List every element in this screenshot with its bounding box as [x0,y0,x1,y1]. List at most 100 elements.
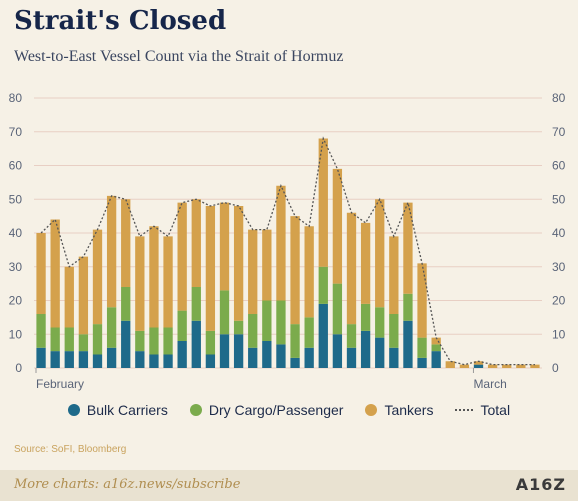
bar-tankers [431,337,441,345]
legend-swatch-tankers [365,404,378,416]
bar-bulk [389,347,399,368]
bar-bulk [431,351,441,368]
bar-bulk [473,364,484,368]
total-line [40,136,535,366]
bar-bulk [163,354,173,368]
bar-bulk [233,334,244,368]
y-tick-label-right: 70 [552,125,566,139]
bar-bulk [78,351,89,368]
y-tick-label-right: 10 [552,327,566,341]
y-tick-label-left: 70 [9,125,23,139]
legend-swatch-bulk [67,404,80,416]
bar-tankers [360,222,371,304]
bar-tankers [205,206,216,331]
bar-dry [304,317,314,348]
bar-tankers [276,185,286,301]
bar-tankers [530,364,540,368]
bar-tankers [50,219,60,328]
bar-tankers [219,202,230,291]
bar-tankers [346,212,357,325]
bar-bulk [106,347,117,368]
bar-dry [163,327,173,355]
bar-dry [375,307,385,338]
legend-item-dry: Dry Cargo/Passenger [189,402,344,418]
bar-bulk [290,357,300,368]
bar-bulk [360,330,371,368]
bar-dry [92,324,103,355]
legend-item-total: Total [455,402,510,418]
bar-dry [106,307,117,348]
bar-bulk [332,334,343,368]
bar-tankers [78,256,89,335]
bar-dry [177,310,187,341]
bar-tankers [445,361,455,368]
y-tick-label-right: 40 [552,226,566,240]
bar-bulk [36,347,46,368]
bar-bulk [149,354,159,368]
bar-tankers [177,202,187,311]
bar-bulk [318,303,328,368]
bar-tankers [332,168,343,284]
bar-dry [36,314,46,348]
bar-tankers [191,199,201,287]
bar-bulk [191,320,201,368]
bar-tankers [121,199,131,287]
bar-tankers [290,216,300,325]
bar-tankers [459,364,470,368]
bar-bulk [92,354,103,368]
bar-tankers [417,263,427,338]
bar-dry [431,344,441,352]
bar-dry [389,314,399,348]
y-tick-label-right: 30 [552,260,566,274]
bar-bulk [262,341,272,368]
bar-tankers [135,236,145,331]
legend-item-tankers: Tankers [365,402,433,418]
bar-dry [233,320,244,335]
bar-tankers [502,364,512,368]
legend-label-dry: Dry Cargo/Passenger [208,402,344,418]
bar-dry [318,266,328,304]
bar-tankers [318,138,328,267]
bar-tankers [403,202,413,294]
bar-dry [346,324,357,348]
bar-bulk [346,347,357,368]
chart-title: Strait's Closed [14,6,227,36]
legend-item-bulk: Bulk Carriers [67,402,168,418]
bar-dry [417,337,427,358]
y-tick-label-right: 20 [552,294,566,308]
chart-subtitle: West-to-East Vessel Count via the Strait… [14,48,344,65]
bar-tankers [92,229,103,325]
bar-bulk [219,334,230,368]
legend-label-bulk: Bulk Carriers [86,402,168,418]
bar-dry [205,330,216,355]
bar-bulk [403,320,413,368]
footer-link[interactable]: More charts: a16z.news/subscribe [14,477,241,492]
source-note: Source: SoFI, Bloomberg [14,444,127,455]
y-tick-label-left: 80 [9,91,23,105]
bar-dry [248,314,258,348]
bar-tankers [487,364,498,368]
footer-bar: More charts: a16z.news/subscribe A16Z [0,470,578,501]
y-tick-label-left: 10 [9,327,23,341]
bar-tankers [248,229,258,314]
bar-dry [135,330,145,352]
bar-dry [360,303,371,331]
bar-tankers [233,206,244,321]
bar-tankers [36,233,46,314]
bar-dry [50,327,60,352]
y-tick-label-left: 0 [15,361,22,375]
bar-bulk [177,341,187,368]
bar-dry [276,300,286,345]
bar-bulk [375,337,385,368]
bar-dry [403,293,413,321]
a16z-logo: A16Z [515,475,566,494]
bar-dry [219,290,230,335]
legend-label-tankers: Tankers [384,402,434,418]
bar-bulk [50,351,60,368]
legend-label-total: Total [480,402,511,418]
x-tick-label: February [36,377,84,391]
bar-bulk [417,357,427,368]
x-tick-label: March [473,377,506,391]
bar-dry [149,327,159,355]
y-tick-label-left: 20 [9,294,23,308]
